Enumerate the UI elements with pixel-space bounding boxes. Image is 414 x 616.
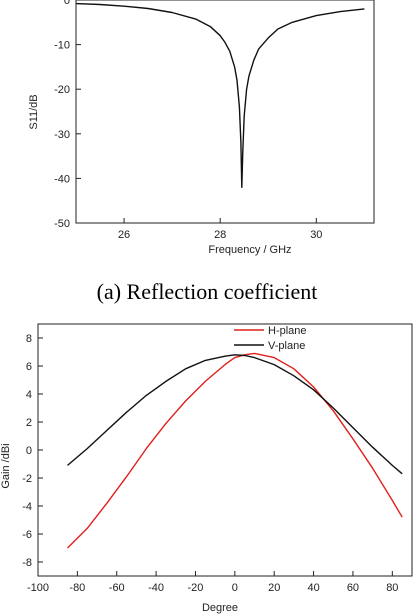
y-tick-label-a: 0 [64, 0, 70, 7]
y-tick-label-b: -2 [22, 473, 32, 485]
y-tick-label-a: -40 [54, 173, 70, 185]
chart-b-xlabel: Degree [202, 602, 238, 614]
series-line-a-0 [75, 2, 365, 188]
x-tick-label-b: -60 [109, 582, 125, 594]
legend: H-plane V-plane [234, 325, 307, 352]
x-tick-label-b: -100 [27, 582, 49, 594]
y-tick-label-a: -20 [54, 84, 70, 96]
caption-reflection-coefficient: (a) Reflection coefficient [97, 279, 318, 304]
x-tick-label-b: -20 [188, 582, 204, 594]
x-tick-label-b: -40 [148, 582, 164, 594]
chart-a-series [75, 2, 365, 188]
y-tick-label-a: -50 [54, 218, 70, 230]
y-tick-label-b: 6 [26, 361, 32, 373]
y-tick-label-b: -4 [22, 501, 32, 513]
y-tick-label-b: -6 [22, 529, 32, 541]
x-tick-label-b: 20 [268, 582, 280, 594]
x-tick-label-b: 80 [386, 582, 398, 594]
y-tick-label-b: -8 [22, 557, 32, 569]
x-tick-label-b: 0 [232, 582, 238, 594]
chart-a-ticks: 26 28 30 0 -10 -20 -30 -40 -50 [54, 0, 322, 241]
y-tick-label-a: -10 [54, 40, 70, 52]
y-tick-label-b: 4 [26, 389, 32, 401]
x-tick-label-b: 40 [307, 582, 319, 594]
x-tick-label-a: 26 [118, 229, 130, 241]
series-line-b-1 [67, 354, 403, 475]
chart-b-series [67, 352, 403, 549]
legend-label-v-plane: V-plane [268, 340, 305, 352]
y-tick-label-b: 8 [26, 333, 32, 345]
y-tick-label-b: 0 [26, 445, 32, 457]
chart-a-ylabel: S11/dB [28, 94, 40, 129]
x-tick-label-a: 30 [310, 229, 322, 241]
legend-label-h-plane: H-plane [268, 325, 307, 337]
y-tick-label-a: -30 [54, 129, 70, 141]
y-tick-label-b: 2 [26, 417, 32, 429]
chart-reflection-coefficient: 26 28 30 0 -10 -20 -30 -40 -50 Frequency / GHz S… [28, 0, 375, 256]
plot-frame-b [37, 323, 413, 577]
x-tick-label-b: -80 [69, 582, 85, 594]
chart-a-xlabel: Frequency / GHz [208, 244, 291, 256]
plot-frame-a [75, 0, 375, 224]
series-line-b-0 [67, 352, 403, 549]
chart-b-ylabel: Gain /dBi [0, 443, 12, 488]
x-tick-label-b: 60 [347, 582, 359, 594]
x-tick-label-a: 28 [214, 229, 226, 241]
